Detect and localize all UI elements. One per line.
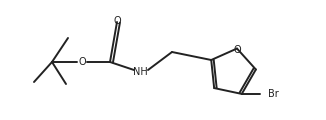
Text: O: O bbox=[78, 57, 86, 67]
Text: O: O bbox=[113, 16, 121, 26]
Text: NH: NH bbox=[133, 67, 147, 77]
Text: Br: Br bbox=[268, 89, 279, 99]
Text: O: O bbox=[233, 45, 241, 54]
